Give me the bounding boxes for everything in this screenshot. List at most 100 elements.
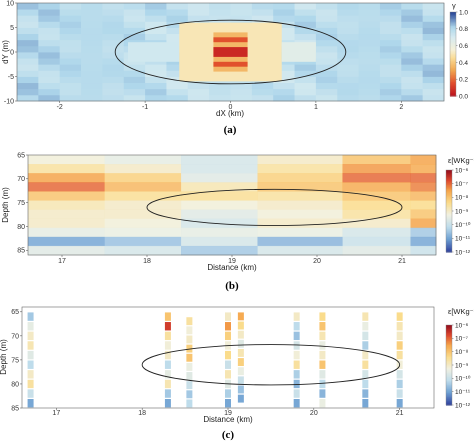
colorbar-segment (446, 231, 452, 234)
heatmap-cell (59, 33, 82, 41)
heatmap-cell (358, 15, 381, 22)
profile-cell (164, 322, 171, 331)
colorbar-segment (446, 209, 452, 212)
profile-cell (362, 331, 369, 341)
heatmap-cell (123, 15, 146, 22)
heatmap-cell (59, 15, 82, 22)
heatmap-cell (379, 33, 402, 41)
heatmap-cell (102, 21, 125, 28)
heatmap-cell (315, 88, 338, 96)
colorbar-segment (446, 361, 452, 363)
y-tick-label: 65 (17, 152, 25, 159)
heatmap-cell (294, 9, 317, 16)
heatmap-cell (379, 45, 402, 53)
heatmap-cell (102, 33, 125, 41)
heatmap-cell (410, 164, 437, 174)
heatmap-cell (209, 9, 231, 16)
colorbar-segment (450, 20, 456, 23)
heatmap-cell (166, 76, 189, 84)
heatmap-cell (401, 9, 424, 16)
heatmap-cell (123, 76, 146, 84)
colorbar-segment (446, 217, 452, 220)
heatmap-cell (294, 33, 317, 41)
profile-cell (237, 348, 244, 357)
colorbar-tick-label: 10⁻⁹ (455, 362, 469, 369)
heatmap-cell (187, 3, 210, 10)
colorbar-segment (446, 325, 452, 327)
y-tick-label: 80 (11, 381, 19, 388)
heatmap-cell (17, 33, 39, 41)
heatmap-cell (401, 64, 424, 71)
colorbar-segment (450, 44, 456, 47)
colorbar-segment (446, 227, 452, 230)
colorbar-segment (450, 61, 456, 63)
heatmap-cell (410, 191, 437, 201)
heatmap-cell (422, 3, 445, 10)
heatmap-cell (81, 45, 103, 53)
profile-cell (186, 344, 193, 353)
colorbar-segment (446, 175, 452, 178)
heatmap-cell (166, 70, 189, 77)
coherence-ellipse (114, 19, 347, 85)
colorbar-segment (450, 84, 456, 87)
heatmap-cell (422, 9, 445, 16)
colorbar-segment (446, 381, 452, 383)
colorbar-segment (446, 399, 452, 402)
heatmap-cell (28, 173, 105, 183)
colorbar-segment (450, 75, 456, 77)
heatmap-cell (38, 82, 61, 90)
heatmap-cell (209, 88, 231, 96)
colorbar-segment (450, 12, 456, 14)
colorbar-tick-label: 10⁻¹² (455, 249, 471, 256)
heatmap-cell (181, 227, 258, 238)
heatmap-block (213, 37, 248, 43)
colorbar-segment (446, 390, 452, 393)
heatmap-cell (401, 21, 424, 28)
heatmap-cell (181, 236, 258, 247)
heatmap-cell (81, 76, 103, 84)
colorbar-segment (450, 65, 456, 68)
heatmap-cell (38, 39, 61, 47)
panel-c-colorbar: 10⁻⁶ 10⁻⁷ 10⁻⁸ 10⁻⁹ 10⁻¹⁰ 10⁻¹¹ 10⁻¹² ε[WKg⁻¹] (445, 307, 474, 409)
colorbar-segment (446, 383, 452, 386)
profile-cell (237, 394, 244, 403)
colorbar-segment (446, 170, 452, 172)
panel-a-caption: (a) (224, 124, 237, 136)
heatmap-cell (166, 64, 189, 71)
panel-a-ellipse (114, 19, 347, 85)
colorbar-segment (450, 70, 456, 73)
colorbar-segment (446, 326, 452, 329)
heatmap-cell (38, 52, 61, 59)
heatmap-cell (337, 9, 359, 16)
colorbar-segment (446, 362, 452, 365)
colorbar-segment (450, 42, 456, 45)
heatmap-cell (358, 39, 381, 47)
colorbar-tick-label: 10⁻¹¹ (455, 236, 471, 243)
heatmap-cell (358, 27, 381, 35)
colorbar-segment (450, 86, 456, 89)
colorbar-segment (446, 351, 452, 354)
heatmap-cell (401, 94, 424, 102)
colorbar-segment (446, 353, 452, 355)
heatmap-cell (38, 33, 61, 41)
profile-cell (27, 331, 34, 341)
heatmap-cell (379, 3, 402, 10)
profile-cell (164, 379, 171, 389)
y-tick-label: 70 (11, 333, 19, 340)
heatmap-cell (81, 82, 103, 90)
heatmap-cell (379, 70, 402, 77)
heatmap-cell (337, 64, 359, 71)
heatmap-cell (358, 45, 381, 53)
x-tick-label: 19 (228, 258, 236, 265)
colorbar-segment (450, 30, 456, 33)
heatmap-cell (342, 218, 411, 229)
profile-cell (27, 360, 34, 369)
colorbar-segment (446, 358, 452, 361)
profile-cell (396, 350, 403, 360)
x-tick-label: 18 (138, 410, 146, 417)
heatmap-cell (59, 9, 82, 16)
profile-cell (164, 341, 171, 350)
y-tick-label: 5 (10, 25, 14, 32)
profile-cell (396, 398, 403, 408)
heatmap-cell (28, 227, 105, 238)
